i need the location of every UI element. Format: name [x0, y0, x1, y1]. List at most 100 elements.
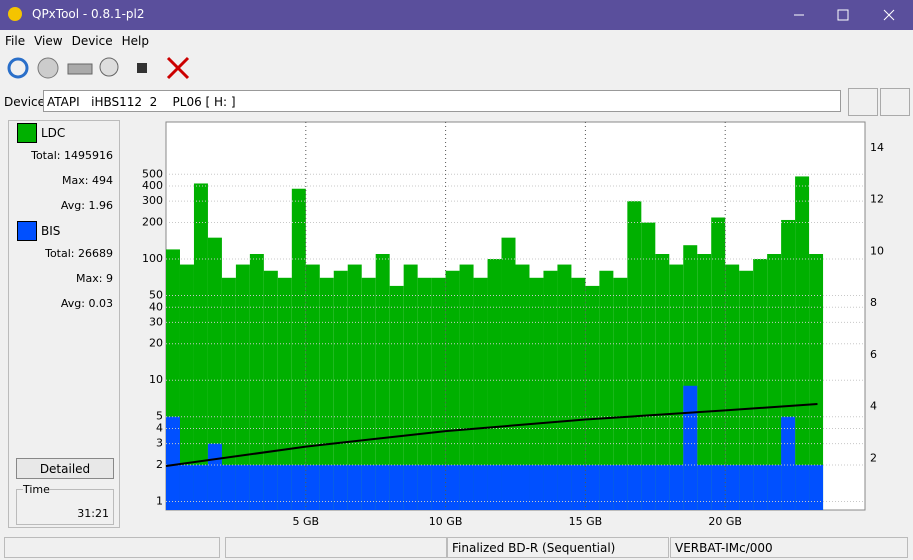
value: 494: [92, 174, 113, 187]
bar: [487, 259, 502, 510]
bar: [221, 464, 236, 510]
bar: [585, 464, 600, 510]
menu-item[interactable]: Help: [121, 34, 149, 48]
bar: [501, 237, 516, 511]
drive-button[interactable]: [67, 63, 93, 75]
y2-tick-label: 10: [870, 244, 884, 257]
bar: [235, 264, 250, 510]
bar: [291, 188, 306, 510]
y-tick-label: 10: [149, 373, 163, 386]
scan-button[interactable]: [99, 57, 119, 77]
bar: [753, 259, 768, 510]
ldc-name: LDC: [41, 126, 66, 140]
y-tick-label: 100: [142, 252, 163, 265]
y-tick-label: 40: [149, 300, 163, 313]
bis-swatch: [17, 221, 37, 241]
bar: [403, 464, 418, 510]
y2-tick-label: 8: [870, 296, 877, 309]
bar: [179, 464, 194, 510]
menu-item[interactable]: Device: [71, 34, 113, 48]
bar: [557, 464, 572, 510]
bar: [431, 464, 446, 510]
status-media: VERBAT-IMc/000: [670, 537, 908, 558]
bar: [627, 201, 642, 510]
y2-tick-label: 14: [870, 141, 884, 154]
bar: [277, 277, 292, 510]
bar: [166, 416, 180, 510]
x-tick-label: 10 GB: [429, 515, 463, 528]
stats-panel: LDC Total: 1495916 Max: 494 Avg: 1.96 BI…: [8, 120, 120, 528]
bar: [711, 217, 726, 511]
x-tick-label: 20 GB: [708, 515, 742, 528]
value: 26689: [78, 247, 113, 260]
ldc-max: Max: 494: [62, 174, 113, 187]
device-select[interactable]: ATAPI iHBS112 2 PL06 [ H: ]: [43, 90, 841, 112]
bar: [795, 464, 810, 510]
detailed-button[interactable]: Detailed: [16, 458, 114, 479]
bis-max: Max: 9: [76, 272, 113, 285]
y2-tick-label: 6: [870, 348, 877, 361]
maximize[interactable]: [837, 9, 849, 21]
bar: [459, 464, 474, 510]
menu-item[interactable]: View: [34, 34, 63, 48]
bar: [711, 464, 726, 510]
ldc-swatch: [17, 123, 37, 143]
close[interactable]: [883, 9, 895, 21]
bar: [319, 277, 334, 510]
bar: [305, 264, 320, 510]
bar: [543, 464, 558, 510]
bar: [445, 270, 460, 510]
bar: [361, 277, 376, 510]
bar: [557, 264, 572, 510]
bis-name: BIS: [41, 224, 61, 238]
menu-bar: File View Device Help: [0, 32, 153, 50]
bar: [585, 285, 600, 510]
refresh-button[interactable]: [7, 57, 29, 79]
bar: [571, 464, 586, 510]
tools-button[interactable]: [166, 56, 190, 80]
bar: [263, 464, 278, 510]
label: Avg:: [60, 297, 85, 310]
bar: [221, 277, 236, 510]
menu-item[interactable]: File: [5, 34, 26, 48]
bar: [627, 464, 642, 510]
window-controls[interactable]: [780, 0, 913, 30]
bar: [235, 464, 250, 510]
time-value: 31:21: [77, 507, 109, 520]
bar: [697, 464, 712, 510]
bar: [809, 464, 824, 510]
eject-button[interactable]: [848, 88, 878, 116]
bar: [641, 222, 656, 510]
bar: [291, 464, 306, 510]
title-bar: QPxTool - 0.8.1-pl2: [0, 0, 913, 30]
bar: [725, 464, 740, 510]
bar: [669, 464, 684, 510]
disc-button[interactable]: [37, 57, 59, 79]
y2-tick-label: 4: [870, 400, 877, 413]
value: 1.96: [88, 199, 114, 212]
bis-avg: Avg: 0.03: [61, 297, 113, 310]
value: 0.03: [88, 297, 114, 310]
bar: [431, 277, 446, 510]
ldc-avg: Avg: 1.96: [61, 199, 113, 212]
bar: [529, 277, 544, 510]
bar: [739, 464, 754, 510]
bar: [613, 464, 628, 510]
bar: [599, 270, 614, 510]
bar: [389, 285, 404, 510]
app-icon: [8, 7, 22, 21]
bar: [277, 464, 292, 510]
bar: [179, 264, 194, 510]
bar: [641, 464, 656, 510]
stop-button[interactable]: [137, 63, 147, 73]
lock-button[interactable]: [880, 88, 910, 116]
bar: [417, 464, 432, 510]
window-title: QPxTool - 0.8.1-pl2: [32, 7, 145, 21]
bar: [333, 270, 348, 510]
bar: [333, 464, 348, 510]
y-tick-label: 400: [142, 179, 163, 192]
bar: [249, 253, 264, 510]
bar: [501, 464, 516, 510]
bar: [417, 277, 432, 510]
